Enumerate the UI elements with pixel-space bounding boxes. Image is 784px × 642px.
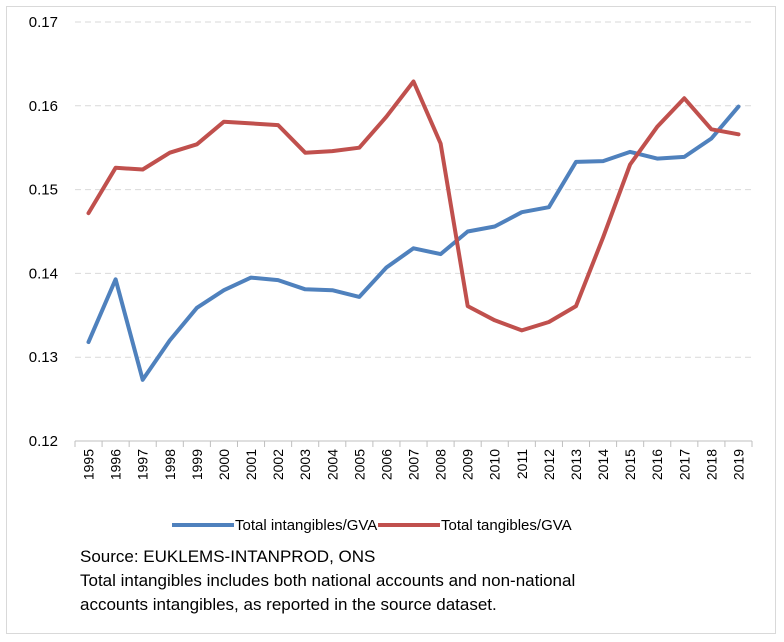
chart-frame [6,6,776,634]
x-tick-label: 2009 [460,449,476,480]
x-tick-label: 2014 [595,449,611,480]
source-note: Source: EUKLEMS-INTANPROD, ONS [80,547,376,566]
x-tick-label: 1995 [81,449,97,480]
chart-notes: Source: EUKLEMS-INTANPROD, ONS Total int… [80,545,770,617]
x-tick-label: 2013 [568,449,584,480]
description-note-line-2: accounts intangibles, as reported in the… [80,595,497,614]
x-tick-label: 2019 [730,449,746,480]
data-series [86,79,741,382]
x-tick-label: 2001 [243,449,259,480]
y-axis-ticks: 0.12 0.13 0.14 0.15 0.16 0.17 [29,14,58,450]
series-line-intangibles [86,104,741,382]
legend-label: Total intangibles/GVA [235,517,377,534]
x-tick-label: 2002 [270,449,286,480]
x-tick-label: 2005 [351,449,367,480]
x-tick-label: 2003 [297,449,313,480]
y-tick-label: 0.15 [29,182,58,199]
x-axis [74,440,753,447]
grid-lines [75,21,752,358]
y-tick-label: 0.12 [29,433,58,450]
x-tick-label: 2015 [622,449,638,480]
x-tick-label: 2010 [487,449,503,480]
description-note-line-1: Total intangibles includes both national… [80,571,576,590]
x-tick-label: 2006 [378,449,394,480]
y-tick-label: 0.13 [29,349,58,366]
x-tick-label: 1999 [189,449,205,480]
series-line-tangibles [86,79,741,333]
x-tick-label: 2016 [649,449,665,480]
legend: Total intangibles/GVA Total tangibles/GVA [172,517,572,534]
x-tick-label: 1997 [135,449,151,480]
x-tick-label: 2011 [514,449,530,479]
x-tick-label: 2004 [324,449,340,480]
x-tick-label: 2018 [703,449,719,480]
x-tick-label: 2000 [216,449,232,480]
legend-label: Total tangibles/GVA [441,517,572,534]
line-chart: 0.120.130.140.150.160.17 1995 1996 1997 199… [29,14,753,534]
x-tick-label: 1998 [162,449,178,480]
x-axis-ticks: 1995 1996 1997 1998 1999 2000 2001 2002 2003 2004… [81,449,747,480]
x-tick-label: 2008 [433,449,449,480]
x-tick-label: 2007 [406,449,422,480]
x-tick-label: 2017 [676,449,692,480]
y-tick-label: 0.17 [29,14,58,31]
y-tick-label: 0.16 [29,98,58,115]
y-tick-label: 0.14 [29,265,58,282]
x-tick-label: 1996 [108,449,124,480]
x-tick-label: 2012 [541,449,557,480]
